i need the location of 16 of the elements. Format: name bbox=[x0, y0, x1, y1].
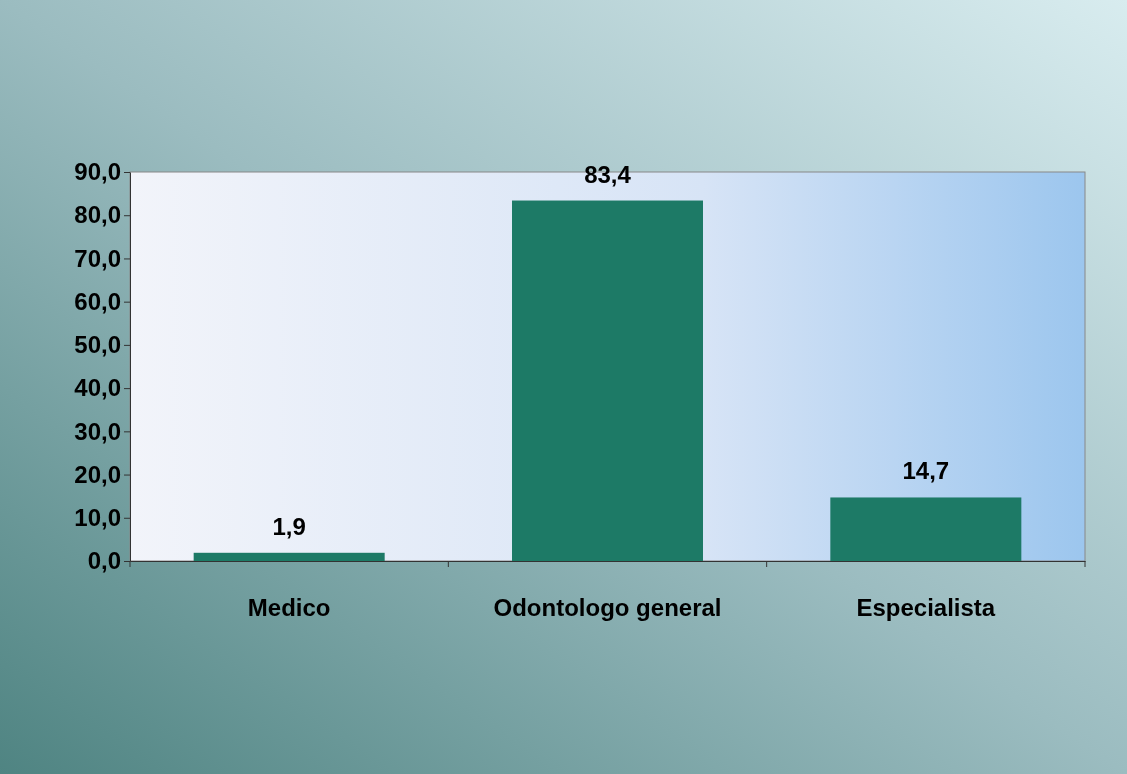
y-tick-label: 60,0 bbox=[74, 287, 121, 315]
y-tick-label: 20,0 bbox=[74, 460, 121, 488]
data-label: 1,9 bbox=[272, 512, 306, 540]
y-tick-label: 80,0 bbox=[74, 201, 121, 229]
x-tick-label: Especialista bbox=[856, 594, 996, 622]
y-tick-label: 50,0 bbox=[74, 331, 121, 359]
y-tick-label: 70,0 bbox=[74, 244, 121, 272]
y-tick-label: 90,0 bbox=[74, 158, 121, 186]
y-tick-label: 10,0 bbox=[74, 503, 121, 531]
y-tick-label: 0,0 bbox=[87, 547, 121, 575]
data-label: 14,7 bbox=[902, 457, 950, 485]
y-tick-label: 30,0 bbox=[74, 417, 121, 445]
x-tick-label: Odontologo general bbox=[493, 594, 722, 622]
data-label: 83,4 bbox=[584, 160, 632, 188]
y-tick-label: 40,0 bbox=[74, 374, 121, 402]
x-tick-label: Medico bbox=[247, 594, 331, 622]
